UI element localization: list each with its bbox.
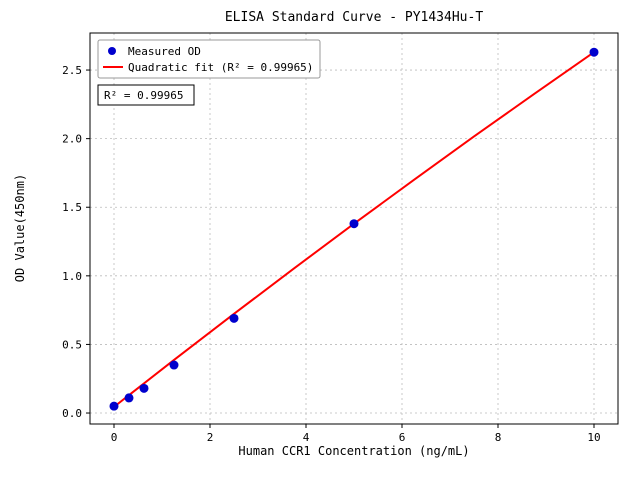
r-squared-annotation: R² = 0.99965 xyxy=(104,89,183,102)
x-axis-label: Human CCR1 Concentration (ng/mL) xyxy=(238,444,469,458)
y-tick-label: 0.5 xyxy=(62,338,82,351)
x-tick-label: 2 xyxy=(207,431,214,444)
y-tick-label: 2.0 xyxy=(62,133,82,146)
x-tick-label: 8 xyxy=(495,431,502,444)
data-point xyxy=(229,313,239,323)
y-tick-label: 1.5 xyxy=(62,201,82,214)
legend-box xyxy=(97,39,321,79)
data-point xyxy=(139,383,149,393)
data-point xyxy=(169,360,179,370)
legend-entry-quadratic-fit: Quadratic fit (R² = 0.99965) xyxy=(128,61,313,74)
x-tick-label: 0 xyxy=(111,431,118,444)
x-tick-label: 4 xyxy=(303,431,310,444)
x-tick-label: 10 xyxy=(587,431,600,444)
legend-marker-point xyxy=(108,47,116,55)
plot-frame xyxy=(89,32,619,425)
x-tick-label: 6 xyxy=(399,431,406,444)
legend-entry-measured-od: Measured OD xyxy=(128,45,201,58)
data-point xyxy=(109,401,119,411)
r-squared-annotation-box xyxy=(97,84,195,106)
data-point xyxy=(589,47,599,57)
y-tick-label: 1.0 xyxy=(62,270,82,283)
y-axis-label: OD Value(450nm) xyxy=(13,174,27,282)
data-point xyxy=(124,393,134,403)
y-tick-label: 0.0 xyxy=(62,407,82,420)
y-tick-label: 2.5 xyxy=(62,64,82,77)
data-point xyxy=(349,219,359,229)
chart-title: ELISA Standard Curve - PY1434Hu-T xyxy=(225,10,483,25)
plot-area: 0 2 4 6 8 10 0.0 0.5 1.0 1.5 2.0 2.5 Measured OD Quad… xyxy=(62,32,619,444)
